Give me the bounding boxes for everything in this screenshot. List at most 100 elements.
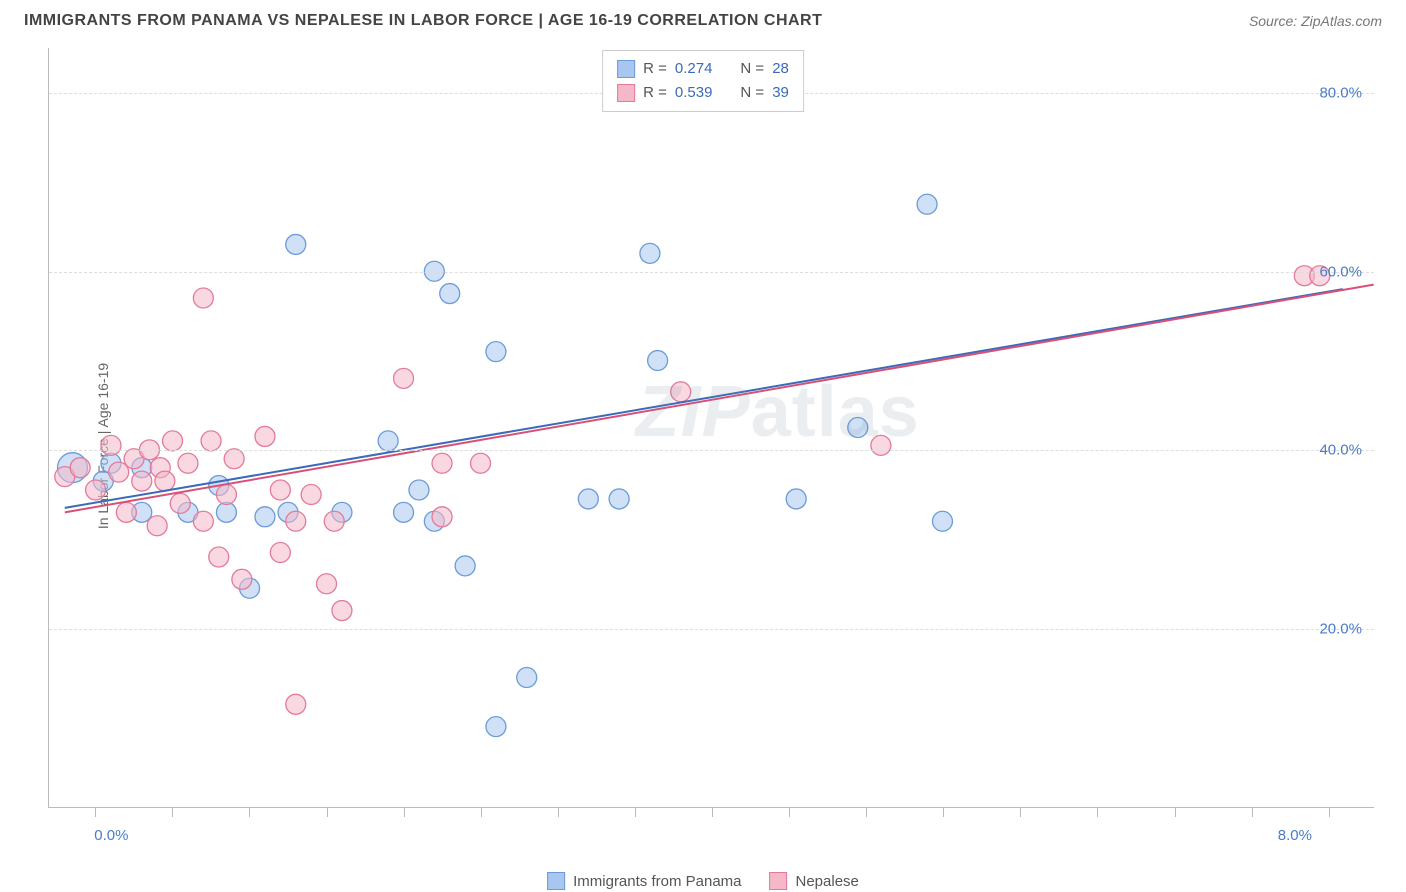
r-value: 0.539 (675, 81, 713, 105)
data-point (286, 511, 306, 531)
x-tick (1020, 807, 1021, 817)
data-point (471, 453, 491, 473)
data-point (255, 426, 275, 446)
gridline (49, 450, 1374, 451)
x-tick-label: 0.0% (94, 827, 128, 844)
data-point (286, 694, 306, 714)
data-point (193, 511, 213, 531)
data-point (209, 547, 229, 567)
data-point (116, 502, 136, 522)
n-label: N = (740, 81, 764, 105)
x-tick (172, 807, 173, 817)
data-point (270, 543, 290, 563)
x-tick (1175, 807, 1176, 817)
data-point (786, 489, 806, 509)
data-point (409, 480, 429, 500)
data-point (440, 284, 460, 304)
trendline (65, 285, 1374, 513)
chart-plot-area: ZIPatlas 20.0%40.0%60.0%80.0% (48, 48, 1374, 808)
data-point (432, 507, 452, 527)
legend-swatch (617, 84, 635, 102)
legend-swatch (547, 872, 565, 890)
x-tick (558, 807, 559, 817)
n-value: 28 (772, 57, 789, 81)
data-point (871, 435, 891, 455)
stat-legend: R = 0.274 N = 28 R = 0.539 N = 39 (602, 50, 804, 112)
r-label: R = (643, 57, 667, 81)
data-point (917, 194, 937, 214)
data-point (201, 431, 221, 451)
data-point (155, 471, 175, 491)
data-point (578, 489, 598, 509)
chart-title: IMMIGRANTS FROM PANAMA VS NEPALESE IN LA… (24, 12, 822, 30)
data-point (609, 489, 629, 509)
x-tick (95, 807, 96, 817)
data-point (378, 431, 398, 451)
data-point (324, 511, 344, 531)
x-tick (712, 807, 713, 817)
data-point (932, 511, 952, 531)
trendline (65, 289, 1343, 508)
data-point (301, 484, 321, 504)
bottom-legend: Immigrants from Panama Nepalese (547, 872, 859, 890)
gridline (49, 272, 1374, 273)
data-point (517, 668, 537, 688)
stat-legend-row: R = 0.539 N = 39 (617, 81, 789, 105)
data-point (671, 382, 691, 402)
data-point (232, 569, 252, 589)
legend-label: Immigrants from Panama (573, 873, 741, 890)
data-point (848, 418, 868, 438)
x-tick (327, 807, 328, 817)
data-point (317, 574, 337, 594)
data-point (86, 480, 106, 500)
data-point (286, 234, 306, 254)
n-value: 39 (772, 81, 789, 105)
x-tick (1097, 807, 1098, 817)
data-point (394, 368, 414, 388)
x-tick (481, 807, 482, 817)
r-value: 0.274 (675, 57, 713, 81)
y-tick-label: 40.0% (1319, 442, 1362, 459)
x-tick (866, 807, 867, 817)
data-point (270, 480, 290, 500)
data-point (486, 342, 506, 362)
gridline (49, 629, 1374, 630)
legend-item: Nepalese (770, 872, 859, 890)
data-point (163, 431, 183, 451)
source-label: Source: ZipAtlas.com (1249, 13, 1382, 29)
data-point (394, 502, 414, 522)
data-point (255, 507, 275, 527)
legend-swatch (770, 872, 788, 890)
data-point (640, 243, 660, 263)
data-point (178, 453, 198, 473)
data-point (170, 493, 190, 513)
x-tick-label: 8.0% (1278, 827, 1312, 844)
y-tick-label: 80.0% (1319, 84, 1362, 101)
x-tick (943, 807, 944, 817)
legend-swatch (617, 60, 635, 78)
x-tick (789, 807, 790, 817)
stat-legend-row: R = 0.274 N = 28 (617, 57, 789, 81)
data-point (132, 471, 152, 491)
data-point (224, 449, 244, 469)
chart-header: IMMIGRANTS FROM PANAMA VS NEPALESE IN LA… (0, 0, 1406, 38)
data-point (147, 516, 167, 536)
data-point (216, 484, 236, 504)
x-tick (404, 807, 405, 817)
data-point (455, 556, 475, 576)
data-point (648, 351, 668, 371)
x-tick (635, 807, 636, 817)
data-point (193, 288, 213, 308)
data-point (70, 458, 90, 478)
r-label: R = (643, 81, 667, 105)
x-tick (1252, 807, 1253, 817)
y-tick-label: 20.0% (1319, 621, 1362, 638)
y-tick-label: 60.0% (1319, 263, 1362, 280)
data-point (432, 453, 452, 473)
data-point (216, 502, 236, 522)
n-label: N = (740, 57, 764, 81)
x-tick (249, 807, 250, 817)
legend-label: Nepalese (796, 873, 859, 890)
scatter-svg (49, 48, 1374, 807)
x-tick (1329, 807, 1330, 817)
